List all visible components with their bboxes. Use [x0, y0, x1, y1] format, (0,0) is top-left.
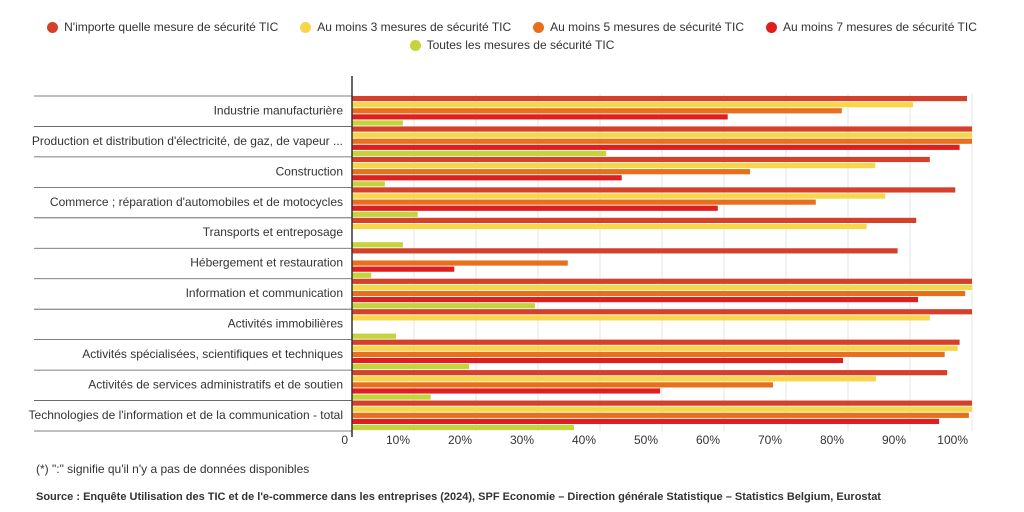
bar	[352, 242, 403, 248]
bar	[352, 303, 535, 309]
y-tick-label: Transports et entreposage	[203, 225, 344, 239]
bar	[352, 364, 470, 370]
chart: 0 10% 20% 30% 40% 50% 60% 70% 80% 90% 100% Industri…	[29, 76, 973, 447]
legend-item[interactable]: Au moins 3 mesures de sécurité TIC	[300, 20, 511, 34]
bar	[352, 95, 968, 102]
y-tick-label: Commerce ; réparation d'automobiles et d…	[50, 195, 343, 209]
bar	[352, 260, 568, 266]
legend-label: Au moins 5 mesures de sécurité TIC	[550, 20, 745, 34]
bar	[352, 108, 842, 114]
bar	[352, 315, 930, 321]
bar	[352, 205, 718, 211]
source: Source : Enquête Utilisation des TIC et …	[36, 491, 881, 503]
x-tick-label: 0	[341, 433, 348, 447]
bar	[352, 351, 945, 358]
legend-item[interactable]: Toutes les mesures de sécurité TIC	[409, 38, 615, 52]
legend-label: Au moins 3 mesures de sécurité TIC	[317, 20, 512, 34]
legend-item[interactable]: Au moins 5 mesures de sécurité TIC	[533, 20, 744, 34]
bar	[352, 290, 966, 297]
bar	[352, 388, 661, 394]
bar	[352, 144, 960, 150]
bar	[352, 418, 940, 425]
bar	[352, 156, 930, 163]
legend-marker	[766, 21, 778, 33]
x-tick-label: 70%	[758, 433, 782, 447]
bar	[352, 150, 607, 157]
x-tick-label: 90%	[882, 433, 906, 447]
bar	[352, 175, 622, 181]
legend-label: N'importe quelle mesure de sécurité TIC	[64, 20, 279, 34]
legend-marker	[409, 39, 421, 51]
bar	[352, 187, 956, 193]
bar	[352, 412, 969, 418]
y-tick-label: Construction	[276, 164, 343, 178]
bar	[352, 248, 898, 254]
x-tick-label: 20%	[448, 433, 472, 447]
y-tick-label: Activités immobilières	[228, 317, 343, 331]
legend-marker	[47, 21, 59, 33]
bar	[352, 339, 960, 345]
bar	[352, 309, 972, 315]
bar	[352, 278, 972, 284]
bar	[352, 394, 431, 400]
y-tick-label: Activités de services administratifs et …	[88, 377, 343, 391]
legend-label: Toutes les mesures de sécurité TIC	[426, 38, 615, 52]
bar	[352, 333, 397, 339]
legend-marker	[533, 21, 545, 33]
bar	[352, 370, 948, 376]
x-tick-label: 60%	[696, 433, 720, 447]
bar	[352, 284, 972, 291]
x-tick-label: 10%	[386, 433, 410, 447]
legend-item[interactable]: N'importe quelle mesure de sécurité TIC	[47, 20, 278, 34]
bar	[352, 211, 418, 217]
bar	[352, 382, 773, 388]
bar	[352, 406, 972, 412]
y-tick-label: Technologies de l'information et de la c…	[29, 408, 343, 422]
bar	[352, 120, 403, 126]
y-tick-label: Production et distribution d'électricité…	[32, 134, 343, 148]
x-tick-label: 30%	[510, 433, 534, 447]
bar	[352, 217, 917, 223]
legend-marker	[300, 21, 312, 33]
bar	[352, 162, 876, 169]
legend-label: Au moins 7 mesures de sécurité TIC	[783, 20, 977, 34]
x-tick-label: 50%	[634, 433, 658, 447]
bar	[352, 114, 728, 120]
x-tick-label: 80%	[820, 433, 844, 447]
bar	[352, 376, 876, 382]
x-tick-label: 40%	[572, 433, 596, 447]
note: (*) ":" signifie qu'il n'y a pas de donn…	[36, 462, 310, 476]
legend: N'importe quelle mesure de sécurité TIC A…	[40, 20, 984, 52]
y-tick-label: Activités spécialisées, scientifiques et…	[82, 347, 343, 361]
y-tick-label: Hébergement et restauration	[190, 256, 343, 270]
x-tick-label: 100%	[937, 433, 968, 447]
bar	[352, 424, 574, 431]
bar	[352, 138, 972, 144]
bar	[352, 297, 919, 303]
y-tick-label: Information et communication	[186, 286, 343, 300]
legend-item[interactable]: Au moins 7 mesures de sécurité TIC	[766, 20, 977, 34]
bar	[352, 272, 372, 278]
bar	[352, 199, 816, 205]
bar	[352, 193, 886, 199]
bar	[352, 181, 385, 187]
bar	[352, 345, 958, 351]
bar	[352, 126, 972, 132]
bar	[352, 400, 972, 406]
bar	[352, 132, 972, 138]
bar	[352, 102, 914, 108]
bar	[352, 169, 751, 175]
bar	[352, 357, 844, 364]
bar	[352, 266, 455, 272]
y-tick-label: Industrie manufacturière	[214, 103, 344, 117]
bar	[352, 223, 867, 230]
